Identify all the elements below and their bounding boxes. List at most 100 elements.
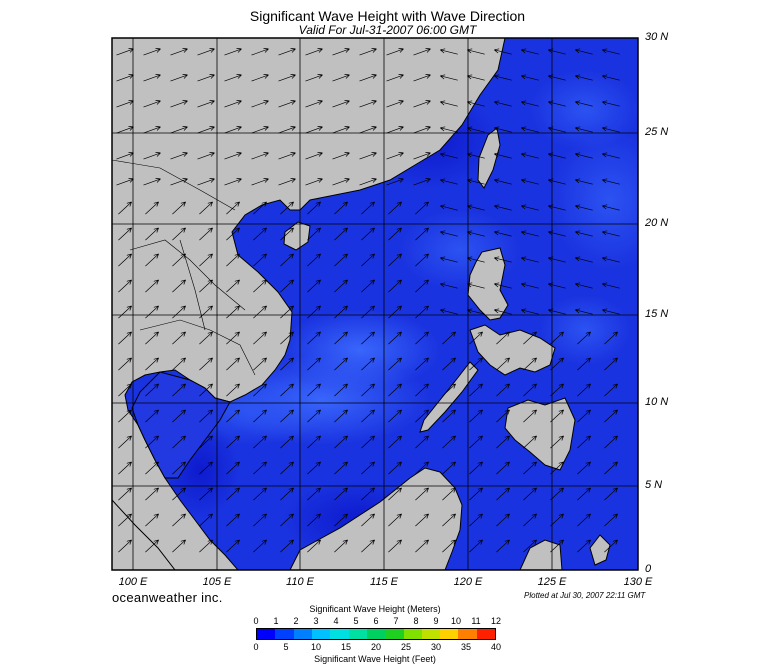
wave-arrow xyxy=(388,409,402,423)
wave-arrow xyxy=(361,435,375,449)
wave-arrow xyxy=(145,305,159,319)
wave-arrow xyxy=(305,74,323,82)
wave-arrow xyxy=(145,487,159,501)
wave-arrow xyxy=(199,227,213,241)
wave-arrow xyxy=(334,383,348,397)
wave-arrow xyxy=(523,461,537,475)
colorbar-segment xyxy=(311,629,331,639)
east-islands xyxy=(589,534,611,566)
wave-arrow xyxy=(577,435,591,449)
wave-arrow xyxy=(361,487,375,501)
lon-label: 105 E xyxy=(202,576,232,588)
wave-arrow xyxy=(440,152,458,159)
wave-arrow xyxy=(469,331,483,345)
scale-tick: 7 xyxy=(393,616,399,626)
wave-arrow xyxy=(361,201,375,215)
wave-arrow xyxy=(602,126,620,133)
wave-arrow xyxy=(145,279,159,293)
wave-arrow xyxy=(575,256,593,263)
colorbar-segment xyxy=(385,629,404,639)
wave-arrow xyxy=(469,435,483,449)
wave-arrow xyxy=(307,331,321,345)
wave-arrow xyxy=(226,331,240,345)
wave-arrow xyxy=(307,487,321,501)
wave-arrow xyxy=(253,331,267,345)
wave-arrow xyxy=(118,253,132,267)
wave-arrow xyxy=(145,357,159,371)
wave-arrow xyxy=(332,48,350,56)
wave-arrow xyxy=(467,230,485,237)
wave-arrow xyxy=(307,201,321,215)
wave-arrow xyxy=(280,305,294,319)
wave-arrow xyxy=(415,435,429,449)
wave-arrow xyxy=(413,74,431,82)
wave-arrow xyxy=(278,178,296,186)
wave-arrow xyxy=(440,48,458,55)
wave-arrow xyxy=(496,357,510,371)
wave-arrow xyxy=(469,383,483,397)
wave-arrow xyxy=(361,539,375,553)
wave-arrow xyxy=(604,383,618,397)
wave-arrow xyxy=(143,152,161,160)
wave-arrow xyxy=(332,152,350,160)
wave-arrow xyxy=(172,227,186,241)
wave-arrow xyxy=(118,383,132,397)
wave-arrow xyxy=(334,201,348,215)
wave-arrow xyxy=(548,74,566,81)
wave-arrow xyxy=(280,409,294,423)
wave-arrow xyxy=(523,331,537,345)
scale-title-meters: Significant Wave Height (Meters) xyxy=(309,604,441,614)
wave-arrow xyxy=(386,178,404,186)
wave-arrow xyxy=(548,178,566,185)
scale-tick: 9 xyxy=(433,616,439,626)
wave-arrow xyxy=(116,178,134,186)
wave-arrow xyxy=(280,461,294,475)
wave-arrow xyxy=(305,126,323,134)
wave-arrow xyxy=(172,357,186,371)
wave-arrow xyxy=(550,513,564,527)
wave-arrow xyxy=(359,126,377,134)
wave-arrow xyxy=(602,100,620,107)
wave-arrow xyxy=(307,383,321,397)
wave-arrow xyxy=(521,126,539,133)
wave-arrow xyxy=(334,227,348,241)
scale-tick: 2 xyxy=(293,616,299,626)
wave-arrow xyxy=(577,357,591,371)
wave-arrow xyxy=(386,48,404,56)
wave-arrow xyxy=(575,178,593,185)
wave-arrow xyxy=(251,100,269,108)
wave-arrow xyxy=(197,152,215,160)
wave-arrow xyxy=(224,126,242,134)
lon-label: 110 E xyxy=(286,576,314,588)
wave-arrow xyxy=(415,227,429,241)
wave-arrow xyxy=(440,178,458,185)
wave-arrow xyxy=(199,305,213,319)
wave-arrow xyxy=(550,357,564,371)
wave-arrow xyxy=(278,100,296,108)
wave-arrow xyxy=(469,513,483,527)
lat-label: 10 N xyxy=(645,396,669,408)
wave-arrow xyxy=(359,178,377,186)
wave-arrow xyxy=(602,204,620,211)
wave-arrow xyxy=(332,178,350,186)
wave-arrow xyxy=(604,331,618,345)
wave-arrow xyxy=(251,126,269,134)
wave-arrow xyxy=(116,126,134,134)
wave-arrow xyxy=(305,48,323,56)
wave-arrow xyxy=(307,409,321,423)
wave-arrow xyxy=(523,513,537,527)
wave-arrow xyxy=(550,539,564,553)
wave-arrow xyxy=(280,279,294,293)
wave-arrow xyxy=(496,461,510,475)
wave-arrow xyxy=(413,152,431,160)
wave-arrow xyxy=(226,435,240,449)
wave-arrow xyxy=(361,383,375,397)
wave-arrow xyxy=(278,152,296,160)
wave-arrow xyxy=(523,383,537,397)
lon-label: 125 E xyxy=(537,576,567,588)
wave-arrow xyxy=(334,279,348,293)
wave-arrow xyxy=(602,152,620,159)
wave-arrow xyxy=(280,227,294,241)
wave-arrow xyxy=(361,253,375,267)
wave-arrow xyxy=(548,152,566,159)
